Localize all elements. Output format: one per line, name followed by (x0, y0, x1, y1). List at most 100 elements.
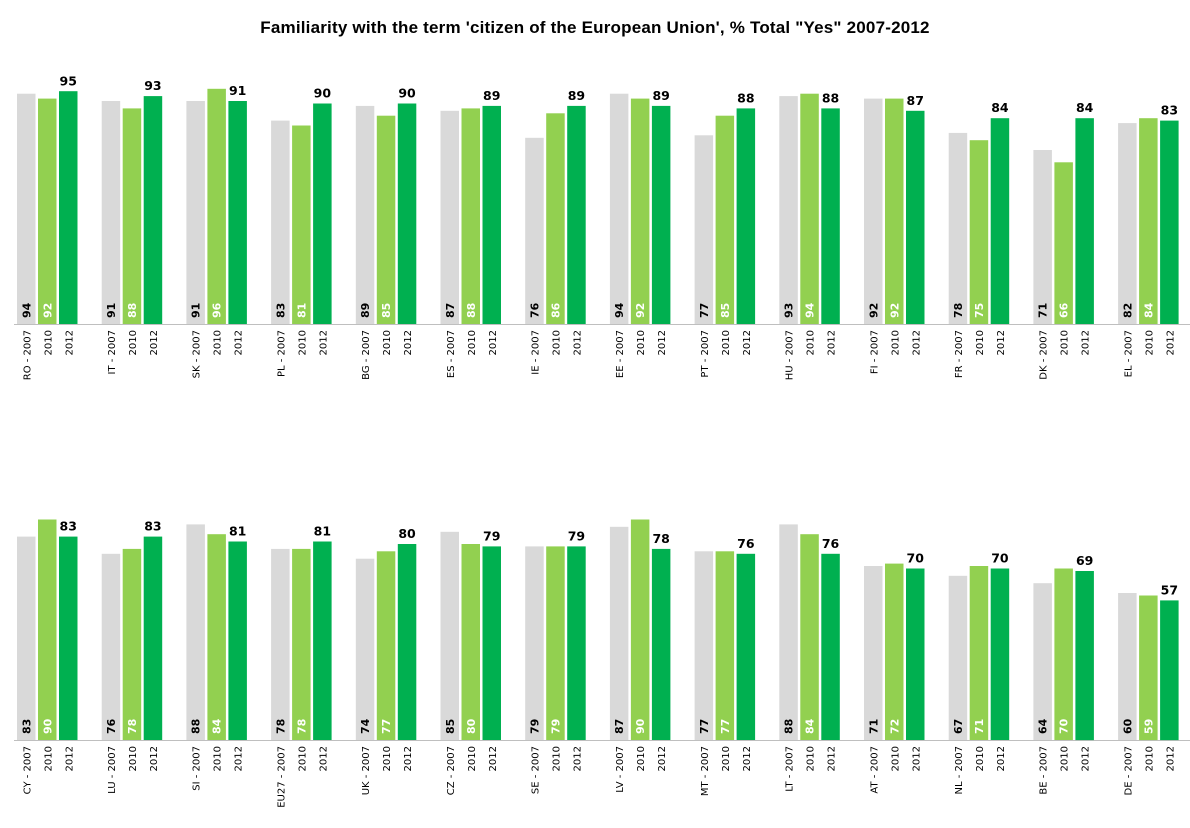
tick-label-fr-2007: FR - 2007 (954, 330, 965, 378)
bar-fi-2007 (864, 98, 883, 324)
bar-ro-2010 (38, 98, 57, 324)
tick-label-cy-2012: 2012 (64, 746, 75, 771)
bar-at-2010 (885, 563, 904, 740)
data-label-si-2007: 88 (190, 719, 203, 734)
tick-label-eu27-2010: 2010 (297, 746, 308, 771)
tick-label-cz-2007: CZ - 2007 (446, 746, 457, 795)
tick-label-cz-2012: 2012 (488, 746, 499, 771)
data-label-nl-2010: 71 (973, 719, 986, 734)
bar-fi-2010 (885, 98, 904, 324)
data-label-lu-2010: 78 (126, 719, 139, 734)
tick-label-ro-2007: RO - 2007 (22, 330, 33, 380)
bar-sk-2010 (207, 88, 226, 324)
tick-label-be-2010: 2010 (1060, 746, 1071, 771)
tick-label-si-2010: 2010 (213, 746, 224, 771)
bar-mt-2007 (694, 551, 714, 740)
data-label-bg-2012: 90 (398, 86, 416, 101)
bar-ie-2010 (546, 113, 565, 324)
bar-bg-2007 (355, 105, 375, 325)
data-label-el-2007: 82 (1121, 303, 1134, 318)
tick-label-ro-2012: 2012 (64, 330, 75, 355)
bar-si-2012 (228, 541, 247, 740)
bar-lt-2010 (800, 534, 819, 740)
tick-label-at-2010: 2010 (890, 746, 901, 771)
data-label-cz-2012: 79 (483, 528, 500, 543)
bar-be-2007 (1033, 583, 1052, 740)
data-label-hu-2010: 94 (804, 302, 817, 318)
bar-dk-2007 (1033, 150, 1052, 324)
bar-it-2010 (122, 108, 142, 325)
bar-nl-2007 (948, 575, 968, 740)
bar-ro-2012 (59, 91, 78, 324)
tick-label-ro-2010: 2010 (43, 330, 54, 355)
bar-pt-2012 (736, 108, 756, 325)
data-label-mt-2007: 77 (698, 719, 711, 734)
tick-label-lt-2012: 2012 (827, 746, 838, 771)
tick-label-el-2007: EL - 2007 (1123, 330, 1134, 377)
bar-si-2007 (186, 524, 205, 740)
data-label-eu27-2012: 81 (314, 524, 331, 539)
tick-label-de-2010: 2010 (1144, 746, 1155, 771)
tick-label-lu-2010: 2010 (128, 746, 139, 771)
data-label-it-2010: 88 (126, 303, 139, 318)
tick-label-pt-2012: 2012 (742, 330, 753, 355)
tick-label-pt-2010: 2010 (721, 330, 732, 355)
data-label-nl-2012: 70 (991, 551, 1009, 566)
bar-es-2010 (461, 108, 480, 325)
data-label-fi-2007: 92 (867, 303, 880, 318)
bar-dk-2012 (1075, 118, 1094, 324)
tick-label-fr-2010: 2010 (975, 330, 986, 355)
bar-si-2010 (207, 534, 226, 740)
bar-lt-2007 (779, 524, 798, 740)
data-label-uk-2007: 74 (359, 718, 372, 734)
tick-label-hu-2012: 2012 (827, 330, 838, 355)
data-label-mt-2012: 76 (737, 536, 755, 551)
data-label-it-2007: 91 (105, 303, 118, 318)
bar-pt-2007 (694, 135, 714, 324)
data-label-ee-2007: 94 (613, 302, 626, 318)
data-label-uk-2012: 80 (398, 526, 416, 541)
tick-label-cy-2010: 2010 (43, 746, 54, 771)
bar-ro-2007 (17, 93, 36, 324)
data-label-de-2012: 57 (1161, 582, 1178, 597)
bar-cz-2010 (461, 544, 480, 740)
chart-panel-1: 94 RO - 2007 92 2010 95 2012 91 IT - 2007 88 2010… (14, 73, 1190, 380)
data-label-si-2010: 84 (211, 718, 224, 734)
bar-lv-2012 (651, 548, 671, 740)
data-label-es-2010: 88 (465, 303, 478, 318)
tick-label-lu-2012: 2012 (149, 746, 160, 771)
tick-label-nl-2010: 2010 (975, 746, 986, 771)
tick-label-fi-2007: FI - 2007 (869, 330, 880, 374)
bar-pl-2010 (292, 125, 311, 324)
bar-fi-2012 (906, 110, 925, 324)
data-label-sk-2007: 91 (190, 303, 203, 318)
data-label-be-2012: 69 (1076, 553, 1093, 568)
bar-lv-2010 (630, 519, 650, 740)
data-label-ie-2010: 86 (549, 302, 562, 318)
bar-el-2007 (1118, 123, 1137, 324)
tick-label-it-2007: IT - 2007 (107, 330, 118, 374)
data-label-ie-2007: 76 (528, 302, 541, 318)
bar-hu-2007 (779, 96, 798, 324)
data-label-pt-2007: 77 (698, 303, 711, 318)
data-label-lt-2012: 76 (822, 536, 840, 551)
data-label-de-2007: 60 (1121, 718, 1134, 734)
tick-label-es-2007: ES - 2007 (446, 330, 457, 378)
data-label-lv-2012: 78 (652, 531, 669, 546)
tick-label-fi-2012: 2012 (911, 330, 922, 355)
data-label-be-2007: 64 (1037, 718, 1050, 734)
bar-hu-2012 (821, 108, 840, 325)
tick-label-dk-2012: 2012 (1081, 330, 1092, 355)
tick-label-bg-2012: 2012 (403, 330, 414, 355)
data-label-cy-2012: 83 (60, 519, 77, 534)
tick-label-es-2010: 2010 (467, 330, 478, 355)
tick-label-lt-2010: 2010 (806, 746, 817, 771)
data-label-pl-2007: 83 (274, 303, 287, 318)
tick-label-ee-2007: EE - 2007 (615, 330, 626, 378)
tick-label-el-2012: 2012 (1165, 330, 1176, 355)
tick-label-sk-2010: 2010 (213, 330, 224, 355)
data-label-dk-2012: 84 (1076, 100, 1094, 115)
tick-label-sk-2007: SK - 2007 (192, 330, 203, 378)
tick-label-uk-2007: UK - 2007 (361, 746, 372, 795)
bar-mt-2012 (736, 553, 756, 740)
